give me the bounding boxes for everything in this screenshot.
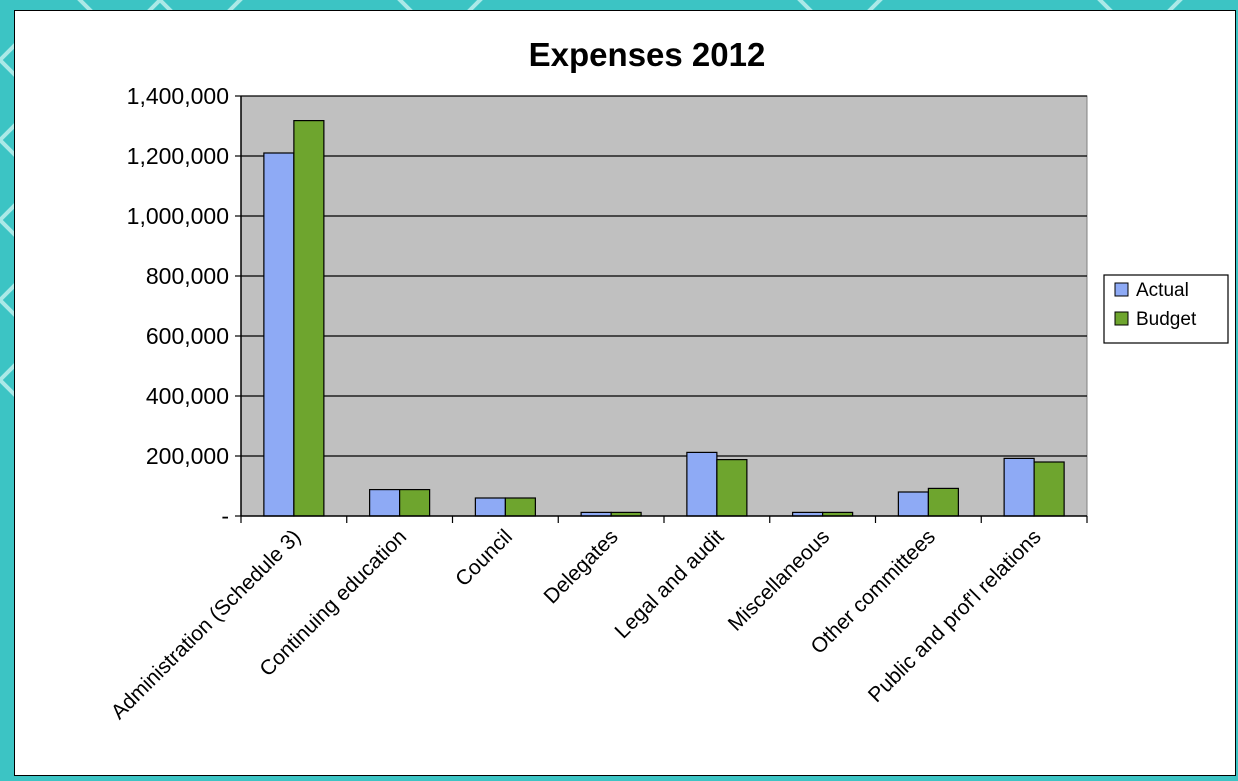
legend-swatch-actual [1114, 282, 1129, 297]
y-tick-label: 1,000,000 [127, 203, 229, 229]
gridlines [241, 95, 1087, 457]
x-tick-label: Miscellaneous [724, 525, 834, 635]
bar-actual [1003, 457, 1035, 517]
axes [240, 96, 1088, 523]
bar-budget [1033, 461, 1065, 517]
y-tick-label: 800,000 [146, 263, 229, 289]
bar-budget [716, 459, 748, 517]
plot-area [240, 95, 1088, 517]
x-tick-label: Legal and audit [611, 525, 729, 643]
bar-actual [686, 451, 718, 517]
legend-label-budget: Budget [1136, 309, 1197, 330]
bar-actual [369, 489, 401, 517]
chart-title: Expenses 2012 [529, 36, 766, 73]
bar-budget [504, 497, 536, 517]
bar-actual [263, 152, 295, 517]
x-axis-labels: Administration (Schedule 3)Continuing ed… [107, 525, 1046, 724]
bar-budget [293, 119, 325, 517]
bar-chart: Expenses 2012 - 200,000 400,000 600,000 800,… [107, 36, 1229, 724]
y-tick-label: 400,000 [146, 383, 229, 409]
bar-budget [399, 489, 431, 517]
bar-actual [897, 491, 929, 517]
y-tick-label: 200,000 [146, 443, 229, 469]
legend-label-actual: Actual [1136, 280, 1189, 301]
legend-swatch-budget [1114, 311, 1129, 326]
y-tick-label: 1,200,000 [127, 143, 229, 169]
y-axis-ticks: - 200,000 400,000 600,000 800,000 1,000,000 1,… [127, 83, 241, 529]
x-tick-label: Delegates [540, 525, 623, 608]
bar-actual [474, 497, 506, 517]
bars [263, 119, 1065, 517]
x-tick-label: Council [451, 525, 517, 591]
y-tick-label: 600,000 [146, 323, 229, 349]
chart-frame: Expenses 2012 - 200,000 400,000 600,000 800,… [14, 10, 1236, 776]
bar-budget [927, 487, 959, 517]
y-tick-label: 1,400,000 [127, 83, 229, 109]
legend: Actual Budget [1103, 274, 1229, 344]
x-tick-label: Public and prof'l relations [864, 525, 1046, 707]
y-tick-label: - [221, 503, 229, 529]
x-tick-label: Administration (Schedule 3) [107, 525, 306, 724]
